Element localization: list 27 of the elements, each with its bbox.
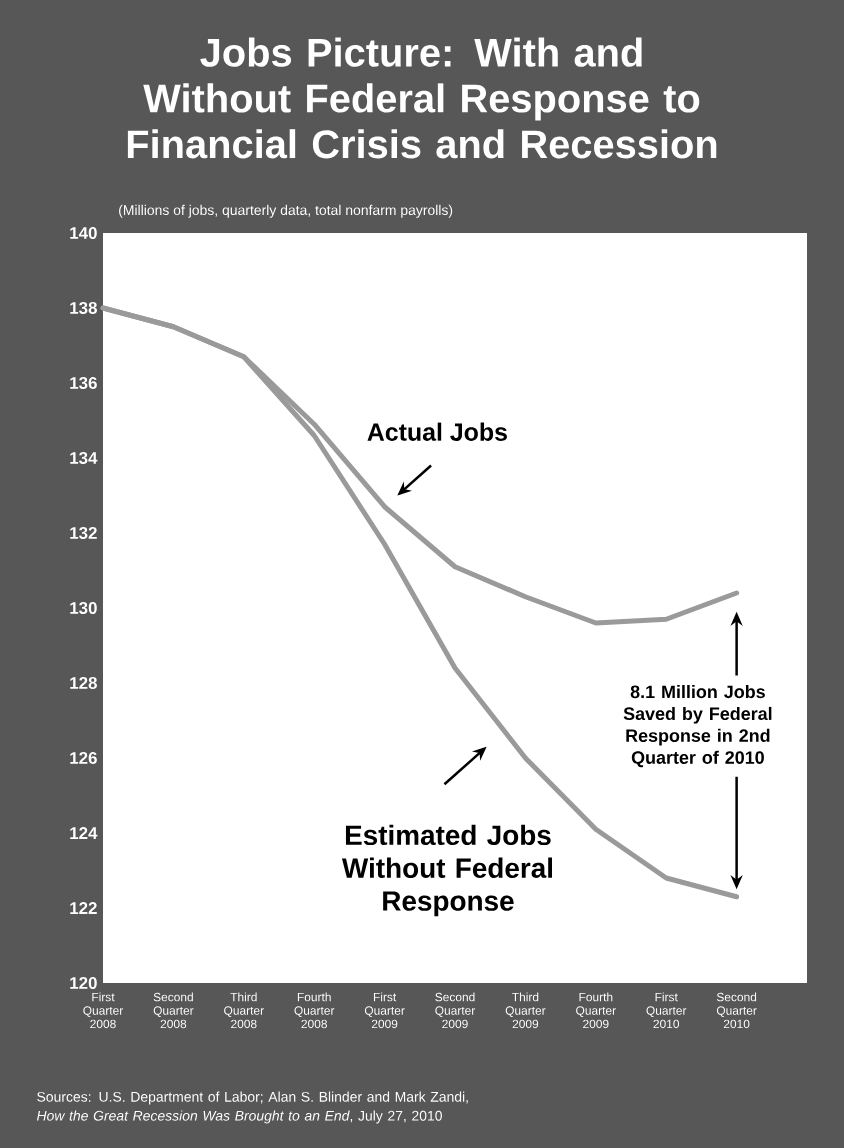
annotation: 8.1 Million Jobs Saved by Federal Response in 2nd Quarter of 2010 — [623, 684, 772, 768]
x-tick-label: Fourth Quarter 2008 — [294, 992, 335, 1029]
y-tick-label: 134 — [70, 451, 98, 464]
y-tick-label: 138 — [70, 301, 97, 314]
x-tick-label: Third Quarter 2008 — [224, 992, 264, 1029]
series-label: Actual Jobs — [367, 422, 507, 441]
x-tick-label: Second Quarter 2010 — [716, 992, 757, 1029]
y-tick-label: 128 — [70, 677, 97, 689]
chart-subtitle: (Millions of jobs, quarterly data, total nonfarm payrolls) — [119, 204, 453, 218]
y-tick-label: 130 — [70, 601, 97, 614]
source-note: Sources: U.S. Department of Labor; Alan S. Blinder and Mark Zandi, How the Great Recession Was Brought to an End, July 27, 2010 — [36, 1091, 468, 1124]
x-tick-label: First Quarter 2009 — [364, 992, 405, 1029]
y-tick-label: 120 — [70, 977, 97, 989]
x-tick-label: Third Quarter 2009 — [505, 992, 546, 1029]
y-tick-label: 124 — [70, 827, 98, 839]
x-tick-label: Second Quarter 2009 — [435, 992, 476, 1029]
x-tick-label: First Quarter 2010 — [646, 992, 687, 1029]
x-tick-label: Second Quarter 2008 — [153, 992, 194, 1029]
chart-title: Jobs Picture: With and Without Federal Response to Financial Crisis and Recession — [127, 37, 717, 159]
y-tick-label: 126 — [70, 752, 97, 764]
x-tick-label: Fourth Quarter 2009 — [576, 992, 616, 1029]
y-tick-label: 132 — [70, 526, 97, 539]
x-tick-label: First Quarter 2008 — [83, 992, 124, 1029]
y-tick-label: 140 — [70, 226, 97, 239]
series-label: Estimated Jobs Without Federal Response — [341, 824, 553, 917]
y-tick-label: 122 — [70, 902, 97, 914]
y-tick-label: 136 — [70, 376, 97, 389]
